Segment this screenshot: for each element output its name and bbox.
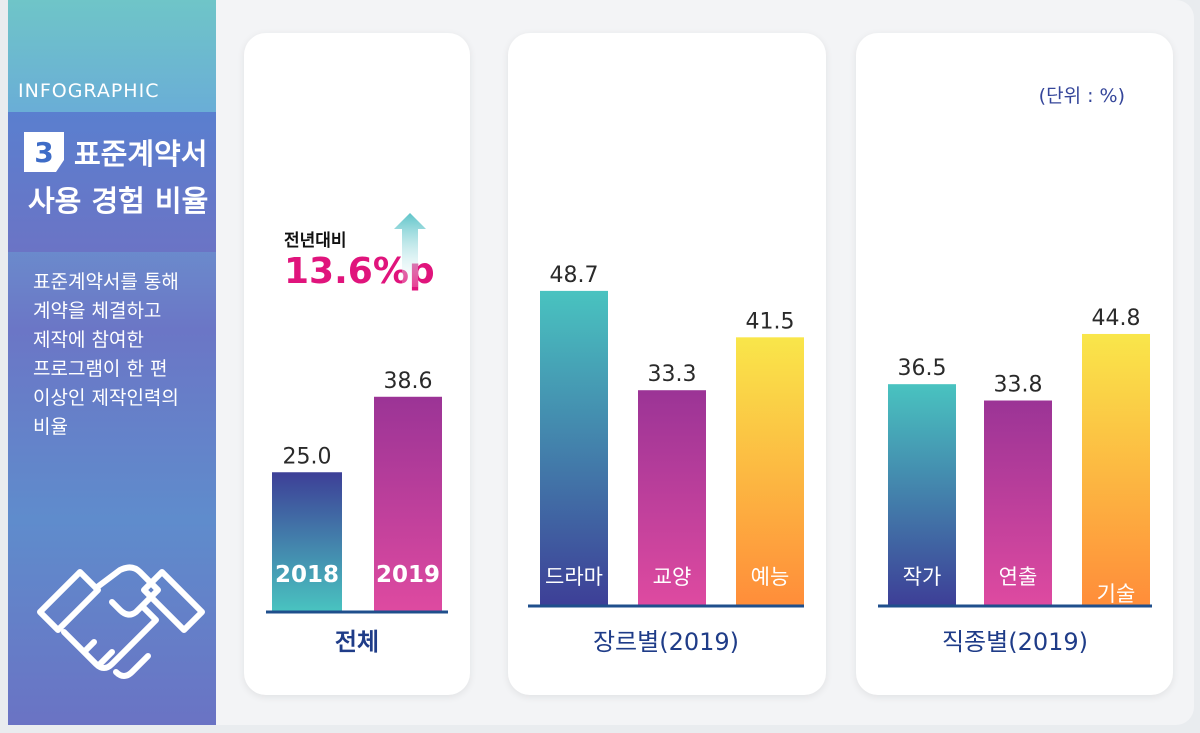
- infographic-tag: INFOGRAPHIC: [18, 80, 160, 102]
- handshake-icon: [37, 564, 205, 679]
- group-label: 전체: [335, 628, 379, 656]
- bar-category-label: 연출: [999, 565, 1038, 589]
- bar-category-label: 2018: [275, 562, 339, 588]
- bar-value-label: 33.3: [648, 362, 697, 387]
- bar: [540, 290, 608, 605]
- section-number-badge: 3: [24, 132, 64, 172]
- bar-value-label: 48.7: [550, 263, 599, 288]
- bar-value-label: 25.0: [283, 444, 332, 469]
- bar-value-label: 36.5: [898, 356, 947, 381]
- title-line-1: 표준계약서: [74, 137, 208, 171]
- group-label: 직종별(2019): [942, 628, 1088, 656]
- sidebar-panel: INFOGRAPHIC 3 표준계약서 사용 경험 비율 표준계약서를 통해 계…: [8, 0, 216, 725]
- bar: [272, 472, 342, 611]
- bar-category-label: 드라마: [545, 565, 603, 589]
- bar: [1082, 333, 1150, 605]
- bar: [374, 396, 442, 611]
- bar: [638, 390, 706, 605]
- title-line-2: 사용 경험 비율: [28, 184, 209, 218]
- bar-category-label: 기술: [1097, 582, 1136, 606]
- chart-card-total: 25.0 2018 38.6 2019 전체 전년대비 13.6%p: [244, 33, 470, 695]
- bar: [984, 400, 1052, 605]
- description-line: 표준계약서를 통해: [33, 271, 179, 293]
- bar-value-label: 41.5: [746, 309, 795, 334]
- description-line: 계약을 체결하고: [33, 300, 162, 322]
- description: 표준계약서를 통해 계약을 체결하고 제작에 참여한 프로그램이 한 편 이상인…: [33, 268, 213, 442]
- description-line: 제작에 참여한: [33, 329, 144, 351]
- bar-value-label: 33.8: [994, 373, 1043, 398]
- bar-value-label: 38.6: [384, 369, 433, 394]
- description-line: 이상인 제작인력의: [33, 387, 179, 409]
- bar-category-label: 교양: [653, 565, 692, 589]
- bar-category-label: 2019: [376, 562, 440, 588]
- group-label: 장르별(2019): [593, 628, 739, 656]
- unit-label: (단위 : %): [1038, 85, 1125, 107]
- bar-category-label: 작가: [903, 565, 942, 589]
- bar-category-label: 예능: [751, 565, 790, 589]
- bar: [888, 384, 956, 605]
- bar-value-label: 44.8: [1092, 306, 1141, 331]
- description-line: 비율: [33, 416, 68, 438]
- description-line: 프로그램이 한 편: [33, 358, 168, 380]
- bar: [736, 337, 804, 605]
- up-arrow-icon: [394, 213, 426, 287]
- yoy-label: 전년대비: [284, 231, 347, 251]
